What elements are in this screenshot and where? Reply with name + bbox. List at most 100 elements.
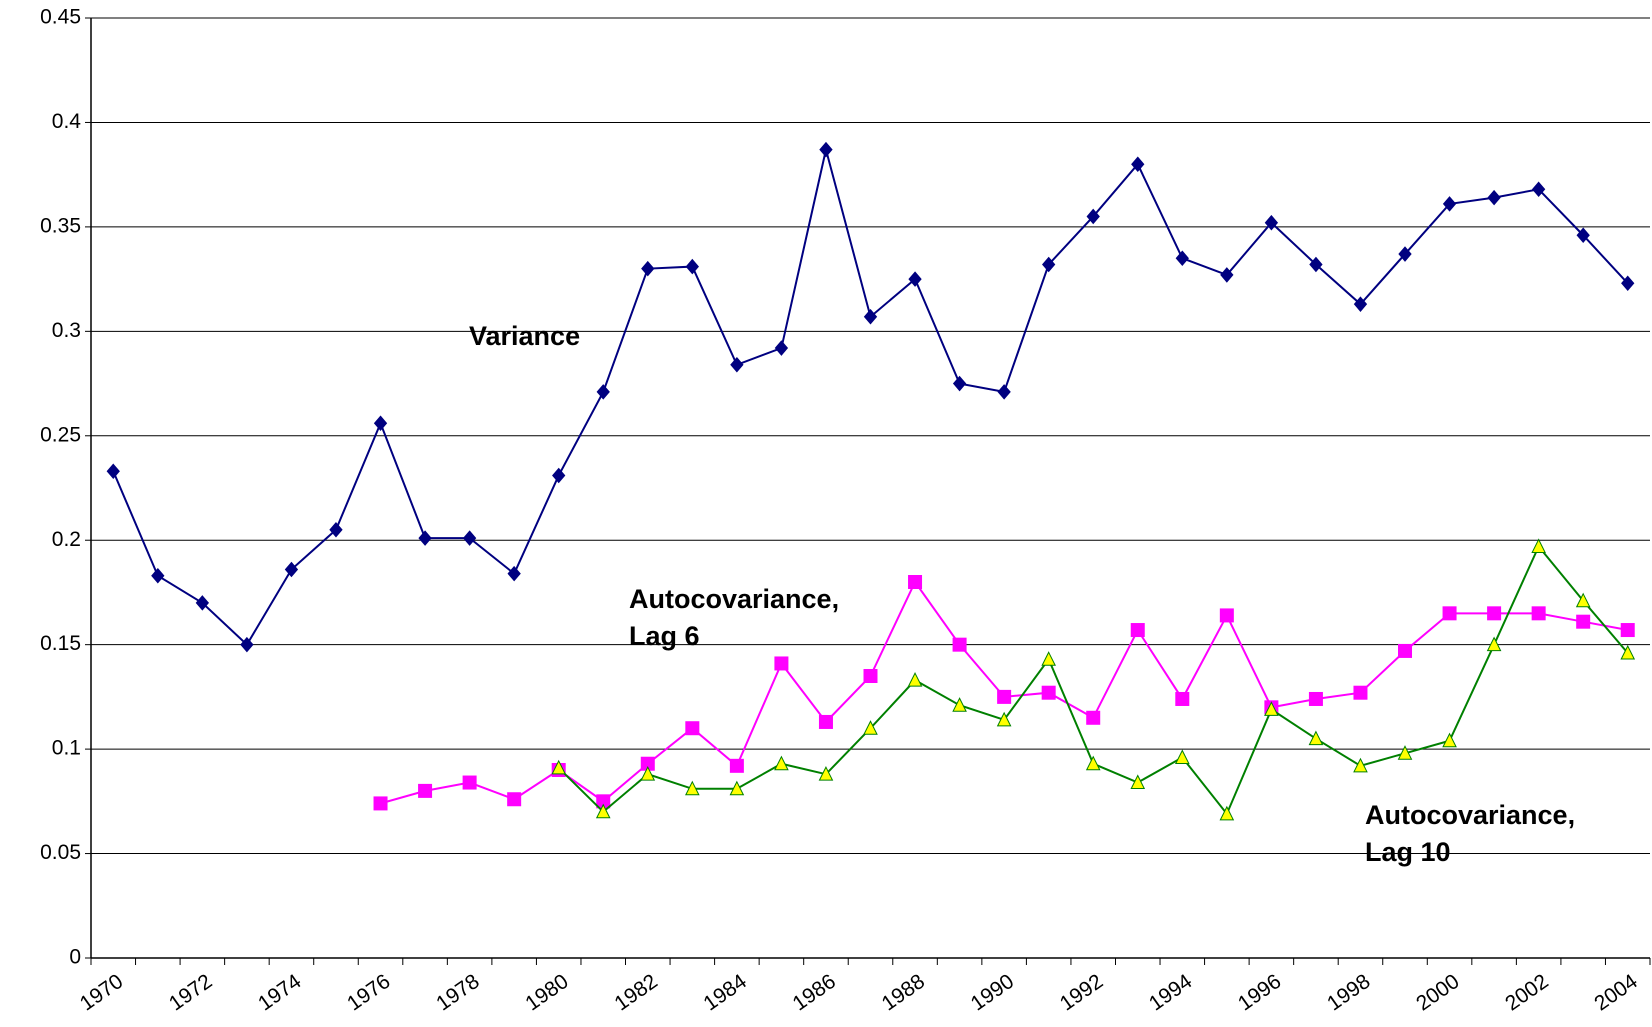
marker bbox=[907, 672, 923, 687]
marker bbox=[1219, 805, 1235, 821]
marker bbox=[774, 340, 789, 356]
marker bbox=[685, 258, 699, 275]
marker bbox=[1621, 275, 1635, 292]
marker bbox=[1576, 227, 1590, 244]
marker bbox=[908, 575, 923, 589]
marker bbox=[551, 759, 567, 775]
x-tick-label: 2004 bbox=[1590, 970, 1642, 1016]
marker bbox=[329, 522, 343, 538]
marker bbox=[1398, 643, 1413, 658]
marker bbox=[863, 669, 878, 683]
marker bbox=[1041, 685, 1056, 700]
marker bbox=[1086, 710, 1101, 725]
marker bbox=[952, 637, 967, 652]
marker bbox=[1353, 685, 1368, 700]
marker bbox=[819, 141, 833, 158]
x-tick-label: 1980 bbox=[521, 970, 572, 1016]
marker bbox=[952, 697, 967, 712]
marker bbox=[1308, 730, 1324, 746]
marker bbox=[462, 530, 477, 546]
x-tick-label: 1992 bbox=[1056, 970, 1107, 1016]
marker bbox=[1131, 156, 1145, 172]
marker bbox=[729, 780, 745, 796]
y-tick-label: 0.3 bbox=[52, 319, 81, 342]
marker bbox=[1620, 623, 1635, 638]
marker bbox=[1309, 256, 1323, 273]
marker bbox=[1531, 538, 1546, 553]
marker bbox=[418, 530, 432, 546]
x-tick-label: 1972 bbox=[165, 970, 216, 1016]
marker bbox=[507, 792, 522, 807]
x-tick-label: 1978 bbox=[432, 970, 483, 1016]
x-tick-label: 1986 bbox=[789, 970, 840, 1016]
x-tick-label: 1982 bbox=[610, 970, 661, 1016]
marker bbox=[1264, 701, 1279, 716]
marker bbox=[997, 689, 1012, 704]
marker bbox=[908, 271, 922, 287]
marker bbox=[106, 463, 120, 480]
marker bbox=[863, 720, 878, 735]
marker bbox=[1397, 745, 1413, 760]
annotation: Autocovariance, bbox=[1365, 800, 1575, 830]
marker bbox=[1353, 296, 1368, 312]
marker bbox=[997, 384, 1011, 400]
marker bbox=[1085, 755, 1101, 771]
marker bbox=[685, 780, 700, 796]
y-tick-label: 0.45 bbox=[40, 6, 81, 29]
annotation: Lag 10 bbox=[1365, 837, 1451, 867]
marker bbox=[730, 356, 744, 373]
marker bbox=[1442, 606, 1457, 621]
marker bbox=[1219, 608, 1234, 623]
marker bbox=[1175, 691, 1190, 706]
x-tick-label: 1994 bbox=[1145, 970, 1197, 1016]
marker bbox=[1086, 208, 1100, 225]
marker bbox=[151, 567, 165, 584]
x-tick-label: 1984 bbox=[699, 970, 751, 1016]
marker bbox=[1175, 250, 1189, 266]
marker bbox=[774, 755, 789, 771]
x-tick-label: 2000 bbox=[1412, 970, 1463, 1016]
marker bbox=[1174, 749, 1190, 764]
marker bbox=[284, 561, 299, 578]
x-tick-label: 1990 bbox=[967, 970, 1018, 1016]
marker bbox=[1487, 189, 1501, 206]
marker bbox=[1042, 256, 1056, 273]
marker bbox=[1531, 606, 1546, 621]
x-tick-label: 1998 bbox=[1323, 970, 1374, 1016]
marker bbox=[240, 636, 254, 653]
marker bbox=[641, 260, 655, 277]
marker bbox=[1130, 623, 1145, 638]
marker bbox=[640, 766, 656, 781]
marker bbox=[1264, 214, 1279, 231]
annotation: Variance bbox=[469, 321, 580, 351]
marker bbox=[1576, 614, 1591, 629]
marker bbox=[1398, 246, 1412, 262]
marker bbox=[418, 783, 433, 798]
marker bbox=[1486, 636, 1502, 652]
x-tick-label: 2002 bbox=[1501, 970, 1552, 1016]
marker bbox=[552, 467, 566, 484]
x-tick-label: 1970 bbox=[76, 970, 127, 1016]
marker bbox=[729, 758, 744, 773]
marker bbox=[1308, 691, 1323, 706]
x-tick-label: 1976 bbox=[343, 970, 394, 1016]
marker bbox=[1130, 774, 1146, 790]
marker bbox=[195, 595, 210, 611]
annotation: Autocovariance, bbox=[629, 584, 839, 614]
marker bbox=[1353, 757, 1368, 773]
marker bbox=[952, 375, 967, 392]
y-tick-label: 0.4 bbox=[52, 110, 82, 133]
x-tick-label: 1988 bbox=[878, 970, 929, 1016]
marker bbox=[863, 308, 878, 325]
marker bbox=[1041, 651, 1056, 666]
y-tick-label: 0.35 bbox=[40, 214, 81, 237]
y-tick-label: 0.05 bbox=[40, 841, 81, 864]
y-tick-label: 0.15 bbox=[40, 632, 81, 655]
marker bbox=[1620, 644, 1636, 660]
marker bbox=[1531, 181, 1546, 198]
series-line bbox=[112, 149, 1629, 647]
marker bbox=[818, 714, 833, 729]
marker bbox=[596, 384, 610, 400]
